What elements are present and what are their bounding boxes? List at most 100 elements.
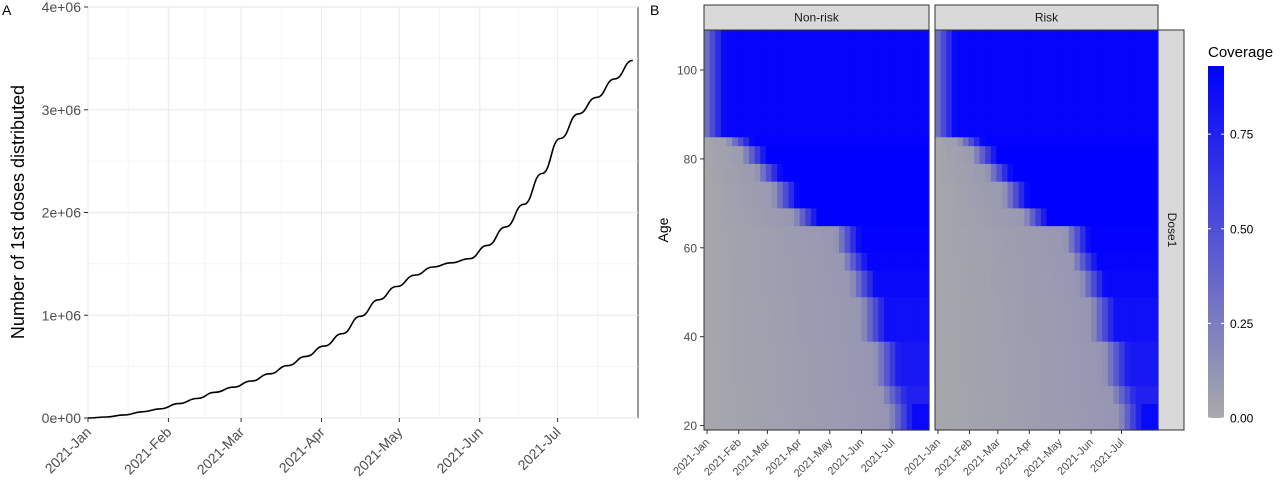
heat-cell — [990, 403, 997, 413]
heat-cell — [1152, 65, 1159, 76]
heat-cell — [737, 367, 744, 378]
heat-cell — [777, 118, 784, 129]
heat-cell — [805, 74, 812, 84]
heat-cell — [720, 421, 728, 431]
heat-cell — [726, 252, 733, 262]
heat-cell — [912, 101, 919, 111]
heat-cell — [1018, 181, 1025, 191]
heat-cell — [1091, 350, 1098, 360]
heat-cell — [940, 190, 947, 200]
heat-cell — [794, 394, 801, 404]
heat-cell — [749, 243, 756, 253]
heat-cell — [1007, 341, 1014, 351]
x-tick-label: 2021-Jul — [1088, 437, 1126, 475]
heat-cell — [996, 101, 1003, 111]
heat-cell — [1118, 181, 1126, 191]
heat-cell — [1046, 376, 1053, 387]
legend-ticks: 0.000.250.500.75 — [1208, 128, 1254, 426]
heat-cell — [771, 278, 778, 289]
heat-cell — [1152, 296, 1159, 307]
heat-cell — [1024, 252, 1031, 262]
heat-cell — [805, 367, 812, 378]
heat-cell — [906, 252, 913, 262]
heat-cell — [1063, 181, 1070, 191]
heat-cell — [760, 332, 767, 342]
heat-cell — [715, 261, 722, 271]
heat-cell — [822, 181, 829, 191]
heat-cell — [1040, 127, 1048, 138]
heat-cell — [839, 376, 846, 387]
heat-cell — [1029, 385, 1036, 396]
heat-cell — [754, 136, 761, 147]
heat-cell — [1057, 172, 1064, 182]
heat-cell — [777, 110, 784, 120]
heat-cell — [754, 252, 761, 262]
heat-cell — [1046, 101, 1053, 111]
heat-cell — [1035, 358, 1042, 369]
heat-cell — [1024, 216, 1031, 227]
heat-cell — [720, 376, 728, 387]
heat-cell — [1107, 38, 1114, 49]
heat-cell — [900, 216, 908, 227]
heat-cell — [782, 118, 789, 129]
heat-cell — [1007, 83, 1014, 93]
heat-cell — [1096, 101, 1103, 111]
heat-cell — [912, 216, 919, 227]
heat-cell — [1040, 296, 1048, 307]
heat-cell — [889, 181, 896, 191]
heat-cell — [996, 190, 1003, 200]
heat-cell — [1135, 341, 1142, 351]
heat-cell — [1063, 56, 1070, 67]
heat-cell — [1001, 305, 1009, 316]
heat-cell — [822, 38, 829, 49]
heat-cell — [1135, 314, 1142, 324]
heat-cell — [1091, 83, 1098, 93]
heat-cell — [1007, 136, 1014, 147]
heat-cell — [810, 101, 818, 111]
heat-cell — [799, 323, 806, 333]
heat-cell — [794, 305, 801, 316]
heat-cell — [917, 412, 924, 422]
heat-cell — [1085, 323, 1092, 333]
heat-cell — [1096, 243, 1103, 253]
heat-cell — [732, 252, 739, 262]
heat-cell — [1079, 421, 1087, 431]
heat-cell — [1124, 190, 1131, 200]
heat-cell — [754, 118, 761, 129]
heat-cell — [749, 74, 756, 84]
heat-cell — [872, 92, 879, 102]
heat-cell — [946, 136, 953, 147]
heat-cell — [760, 385, 767, 396]
heat-cell — [810, 163, 818, 173]
heat-cell — [990, 341, 997, 351]
heat-cell — [1113, 190, 1120, 200]
heat-cell — [799, 136, 806, 147]
heat-cell — [895, 118, 902, 129]
heat-cell — [1057, 207, 1064, 218]
heat-cell — [827, 92, 834, 102]
heat-cell — [1018, 190, 1025, 200]
heat-cell — [923, 421, 930, 431]
heat-cell — [810, 305, 818, 316]
heat-cell — [743, 296, 750, 307]
heat-cell — [1007, 243, 1014, 253]
heat-cell — [839, 332, 846, 342]
coverage-legend: Coverage 0.000.250.500.75 — [1208, 44, 1273, 426]
heat-cell — [732, 181, 739, 191]
panel-b-y-axis-label: Age — [655, 217, 671, 242]
heat-cell — [895, 243, 902, 253]
heat-cell — [1124, 225, 1131, 236]
heat-cell — [771, 136, 778, 147]
heat-cell — [726, 376, 733, 387]
heat-cell — [1013, 38, 1020, 49]
heat-cell — [720, 261, 728, 271]
heat-cell — [906, 145, 913, 156]
heat-cell — [810, 110, 818, 120]
heat-cell — [935, 314, 942, 324]
heat-cell — [1063, 261, 1070, 271]
heat-cell — [1007, 314, 1014, 324]
heat-cell — [704, 65, 711, 76]
heat-cell — [979, 118, 986, 129]
heatmap-risk-border — [934, 29, 1159, 431]
heat-cell — [839, 136, 846, 147]
